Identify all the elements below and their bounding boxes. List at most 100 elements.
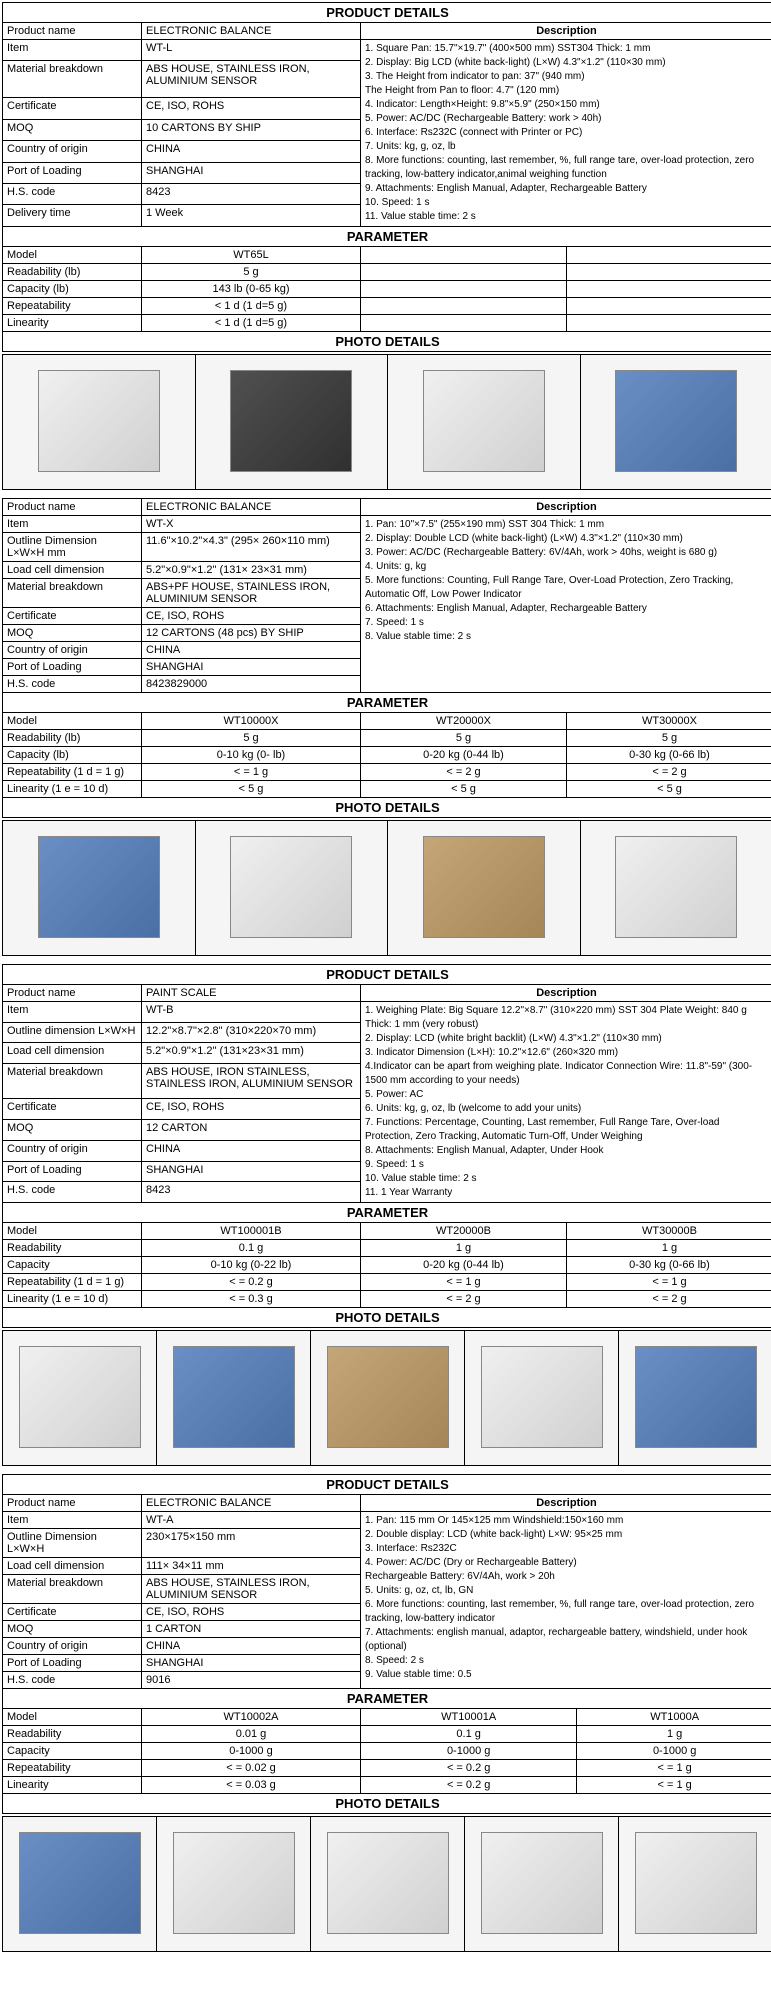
product-block: PRODUCT DETAILSProduct namePAINT SCALEDe…: [2, 964, 771, 1328]
param-value: WT30000B: [566, 1223, 771, 1240]
detail-value: WT-X: [142, 516, 361, 533]
detail-label: MOQ: [3, 1621, 142, 1638]
detail-value: CHINA: [142, 141, 361, 162]
description-header: Description: [361, 1495, 771, 1512]
detail-value: 12.2"×8.7"×2.8" (310×220×70 mm): [142, 1022, 361, 1043]
product-spec-sheet: PRODUCT DETAILSProduct nameELECTRONIC BA…: [2, 2, 771, 1952]
param-value: 5 g: [566, 730, 771, 747]
param-value: < = 2 g: [361, 1291, 567, 1308]
photo-details-header: PHOTO DETAILS: [3, 798, 771, 818]
description-text: 1. Weighing Plate: Big Square 12.2"×8.7"…: [361, 1002, 771, 1203]
detail-label: H.S. code: [3, 1672, 142, 1689]
param-value: [566, 315, 771, 332]
detail-label: Port of Loading: [3, 1161, 142, 1182]
param-value: < = 2 g: [566, 764, 771, 781]
detail-value: SHANGHAI: [142, 659, 361, 676]
param-value: 0-30 kg (0-66 lb): [566, 1257, 771, 1274]
detail-label: Item: [3, 516, 142, 533]
detail-label: Certificate: [3, 98, 142, 119]
param-value: [566, 264, 771, 281]
product-photo-cell: [388, 821, 581, 956]
param-value: 0-10 kg (0- lb): [142, 747, 361, 764]
param-value: < = 1 g: [577, 1777, 771, 1794]
param-label: Readability (lb): [3, 730, 142, 747]
detail-label: MOQ: [3, 1120, 142, 1141]
param-value: < 5 g: [361, 781, 567, 798]
product-photo-cell: [195, 821, 388, 956]
detail-value: 11.6"×10.2"×4.3" (295× 260×110 mm): [142, 533, 361, 562]
parameter-header: PARAMETER: [3, 693, 771, 713]
detail-value: CE, ISO, ROHS: [142, 608, 361, 625]
detail-value: ELECTRONIC BALANCE: [142, 1495, 361, 1512]
detail-label: Country of origin: [3, 141, 142, 162]
param-label: Capacity: [3, 1743, 142, 1760]
param-value: [361, 247, 567, 264]
param-value: < = 0.3 g: [142, 1291, 361, 1308]
param-value: WT10001A: [361, 1709, 577, 1726]
detail-label: Country of origin: [3, 1638, 142, 1655]
param-value: < = 2 g: [566, 1291, 771, 1308]
detail-value: 1 CARTON: [142, 1621, 361, 1638]
parameter-header: PARAMETER: [3, 1689, 771, 1709]
description-header: Description: [361, 499, 771, 516]
product-photo-cell: [388, 355, 581, 490]
product-photo: [327, 1346, 449, 1448]
param-label: Model: [3, 1223, 142, 1240]
param-value: [361, 264, 567, 281]
detail-value: 10 CARTONS BY SHIP: [142, 119, 361, 140]
param-value: < = 1 g: [361, 1274, 567, 1291]
detail-label: MOQ: [3, 119, 142, 140]
product-photo-cell: [3, 821, 196, 956]
product-photo-cell: [619, 1817, 771, 1952]
param-label: Readability (lb): [3, 264, 142, 281]
product-photo: [635, 1832, 757, 1934]
detail-value: ABS+PF HOUSE, STAINLESS IRON, ALUMINIUM …: [142, 579, 361, 608]
photo-details-header: PHOTO DETAILS: [3, 1794, 771, 1814]
description-text: 1. Square Pan: 15.7"×19.7" (400×500 mm) …: [361, 40, 771, 227]
detail-value: SHANGHAI: [142, 162, 361, 183]
param-value: < = 0.03 g: [142, 1777, 361, 1794]
detail-value: 230×175×150 mm: [142, 1529, 361, 1558]
param-value: 1 g: [566, 1240, 771, 1257]
param-value: WT30000X: [566, 713, 771, 730]
detail-value: 111× 34×11 mm: [142, 1558, 361, 1575]
param-value: 5 g: [142, 264, 361, 281]
detail-label: Load cell dimension: [3, 1558, 142, 1575]
param-value: < 1 d (1 d=5 g): [142, 315, 361, 332]
product-photo: [173, 1832, 295, 1934]
product-photo: [19, 1832, 141, 1934]
detail-label: Country of origin: [3, 1140, 142, 1161]
detail-label: Outline dimension L×W×H: [3, 1022, 142, 1043]
param-value: 0-10 kg (0-22 lb): [142, 1257, 361, 1274]
param-value: [361, 281, 567, 298]
param-label: Model: [3, 247, 142, 264]
product-photo: [19, 1346, 141, 1448]
detail-value: CHINA: [142, 1140, 361, 1161]
parameter-header: PARAMETER: [3, 227, 771, 247]
photo-details-header: PHOTO DETAILS: [3, 332, 771, 352]
param-label: Linearity: [3, 1777, 142, 1794]
product-photo: [230, 370, 352, 472]
detail-label: Material breakdown: [3, 61, 142, 98]
detail-value: WT-A: [142, 1512, 361, 1529]
param-label: Capacity: [3, 1257, 142, 1274]
detail-value: WT-B: [142, 1002, 361, 1023]
param-value: 143 lb (0-65 kg): [142, 281, 361, 298]
product-photo: [230, 836, 352, 938]
detail-value: CHINA: [142, 642, 361, 659]
detail-label: H.S. code: [3, 676, 142, 693]
product-photo: [38, 836, 160, 938]
param-value: 0-20 kg (0-44 lb): [361, 1257, 567, 1274]
product-photo: [38, 370, 160, 472]
detail-value: 9016: [142, 1672, 361, 1689]
detail-label: Product name: [3, 23, 142, 40]
detail-value: 5.2"×0.9"×1.2" (131×23×31 mm): [142, 1043, 361, 1064]
description-header: Description: [361, 23, 771, 40]
param-value: < = 2 g: [361, 764, 567, 781]
detail-label: Material breakdown: [3, 579, 142, 608]
photo-row-table: [2, 1330, 771, 1466]
param-label: Repeatability (1 d = 1 g): [3, 1274, 142, 1291]
description-text: 1. Pan: 10"×7.5" (255×190 mm) SST 304 Th…: [361, 516, 771, 693]
detail-value: 12 CARTON: [142, 1120, 361, 1141]
detail-label: H.S. code: [3, 183, 142, 204]
